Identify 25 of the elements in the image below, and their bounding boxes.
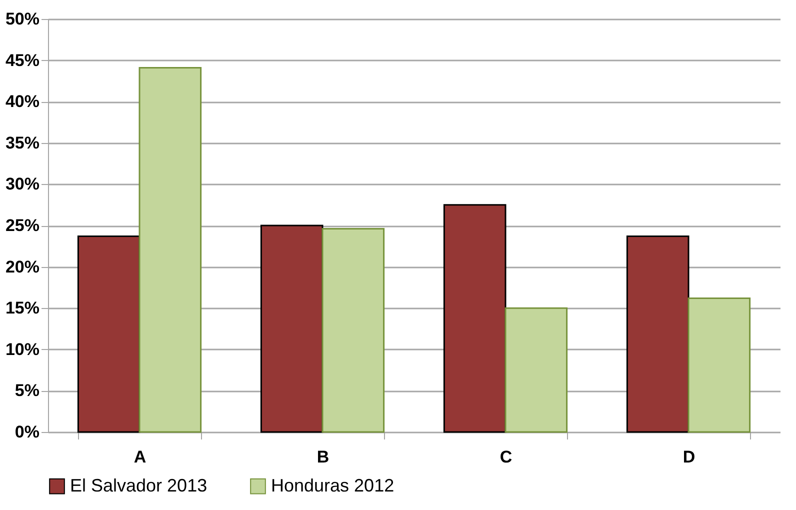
y-tick-label: 15%	[5, 298, 40, 318]
bar	[260, 224, 324, 433]
y-tick-label: 25%	[5, 216, 40, 235]
y-tick-label: 20%	[5, 257, 40, 276]
bar	[322, 228, 385, 433]
x-tick-label: C	[500, 448, 512, 466]
y-tick-label: 45%	[5, 50, 40, 70]
y-tick-label: 10%	[5, 340, 40, 359]
y-tick-label: 50%	[5, 10, 40, 28]
y-tick-label: 35%	[5, 133, 40, 152]
legend-label: Honduras 2012	[271, 475, 394, 496]
x-tick-label: A	[134, 448, 146, 466]
bar	[504, 307, 568, 433]
x-tick-label: B	[316, 448, 330, 466]
bar	[77, 235, 140, 433]
legend-label: El Salvador 2013	[70, 475, 208, 496]
y-tick-label: 5%	[14, 381, 40, 400]
y-tick-label: 0%	[14, 422, 40, 442]
y-tick-label: 30%	[5, 174, 40, 194]
y-tick-label: 40%	[5, 92, 40, 112]
bar	[443, 204, 506, 433]
bar	[688, 297, 751, 433]
bar	[626, 235, 690, 433]
bar	[138, 66, 202, 433]
x-tick-label: D	[682, 448, 696, 466]
